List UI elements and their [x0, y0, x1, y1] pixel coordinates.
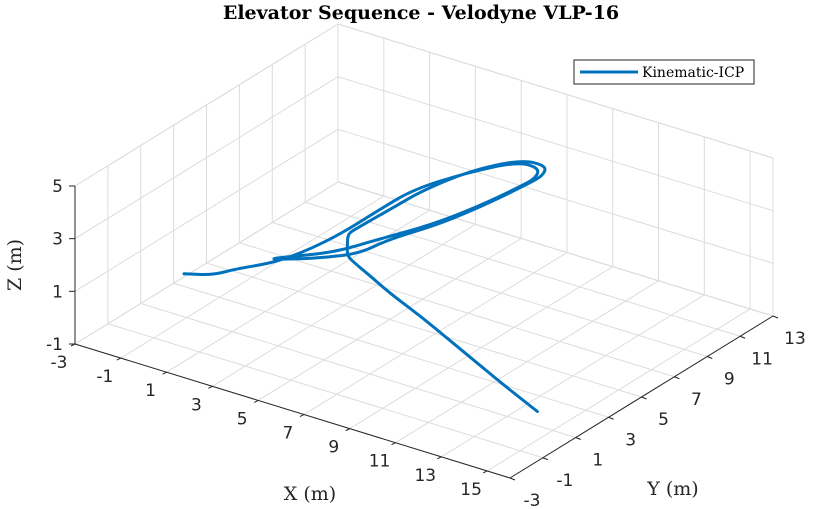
- y-tick-label: 3: [625, 430, 636, 450]
- x-tick: [437, 456, 442, 460]
- x-tick: [299, 414, 305, 417]
- z-axis-label: Z (m): [4, 239, 26, 291]
- y-tick: [542, 457, 549, 461]
- floor-gridline: [206, 262, 642, 398]
- x-tick: [162, 371, 167, 375]
- legend-label: Kinematic-ICP: [642, 65, 744, 81]
- series-layer: [182, 160, 547, 413]
- y-tick-label: 7: [691, 390, 702, 410]
- x-tick-label: 13: [414, 466, 436, 486]
- y-tick: [509, 477, 516, 481]
- x-tick: [391, 442, 396, 446]
- y-tick: [739, 335, 746, 339]
- side-wall-gridline: [74, 128, 339, 292]
- floor-gridline: [304, 201, 741, 337]
- legend: Kinematic-ICP: [573, 59, 755, 85]
- x-tick-label: 3: [191, 395, 202, 415]
- floor-gridline: [272, 222, 708, 357]
- axes: [69, 185, 779, 481]
- y-tick-label: 11: [751, 349, 773, 369]
- box-edge: [337, 181, 774, 317]
- y-tick: [641, 396, 647, 400]
- y-tick-label: 5: [658, 410, 669, 430]
- x-tick: [482, 470, 488, 474]
- x-tick-label: 7: [283, 424, 294, 444]
- box-edge: [337, 23, 774, 159]
- x-tick-label: 9: [328, 438, 339, 458]
- y-tick: [575, 437, 581, 440]
- x-tick: [253, 399, 259, 403]
- x-tick: [116, 357, 122, 361]
- chart-title: Elevator Sequence - Velodyne VLP-16: [223, 2, 619, 24]
- x-tick-label: -1: [96, 367, 113, 387]
- x-tick-label: 15: [460, 480, 482, 500]
- y-tick-label: 9: [724, 370, 735, 390]
- y-tick-label: 1: [592, 451, 603, 471]
- y-tick: [772, 315, 779, 319]
- floor-gridline: [173, 282, 609, 418]
- y-tick-label: -3: [524, 491, 541, 509]
- y-tick: [707, 356, 713, 359]
- x-axis-line: [74, 343, 511, 479]
- floor-gridline: [107, 323, 544, 459]
- z-tick-label: -1: [46, 335, 63, 355]
- series-line-0: [182, 160, 547, 413]
- side-wall-gridline: [74, 181, 339, 345]
- floor-gridline: [140, 303, 576, 438]
- x-tick: [345, 428, 350, 432]
- back-wall-gridline: [337, 128, 774, 264]
- grid: [74, 23, 774, 479]
- y-axis-label: Y (m): [646, 478, 698, 500]
- x-tick-label: 5: [237, 409, 248, 429]
- x-tick: [208, 385, 213, 389]
- z-tick-label: 1: [52, 282, 63, 302]
- x-axis-label: X (m): [284, 483, 336, 505]
- floor-gridline: [239, 242, 675, 378]
- x-tick-label: 1: [145, 381, 156, 401]
- z-tick-label: 5: [52, 177, 63, 197]
- y-tick-label: 13: [784, 329, 806, 349]
- back-wall-gridline: [337, 76, 774, 212]
- z-tick-label: 3: [52, 230, 63, 250]
- x-tick-label: 11: [369, 452, 391, 472]
- y-tick: [674, 376, 680, 380]
- x-tick-label: -3: [51, 353, 68, 373]
- y-tick: [608, 416, 614, 420]
- box-edge: [74, 23, 339, 187]
- side-wall-gridline: [74, 76, 339, 240]
- y-tick-label: -1: [556, 471, 573, 491]
